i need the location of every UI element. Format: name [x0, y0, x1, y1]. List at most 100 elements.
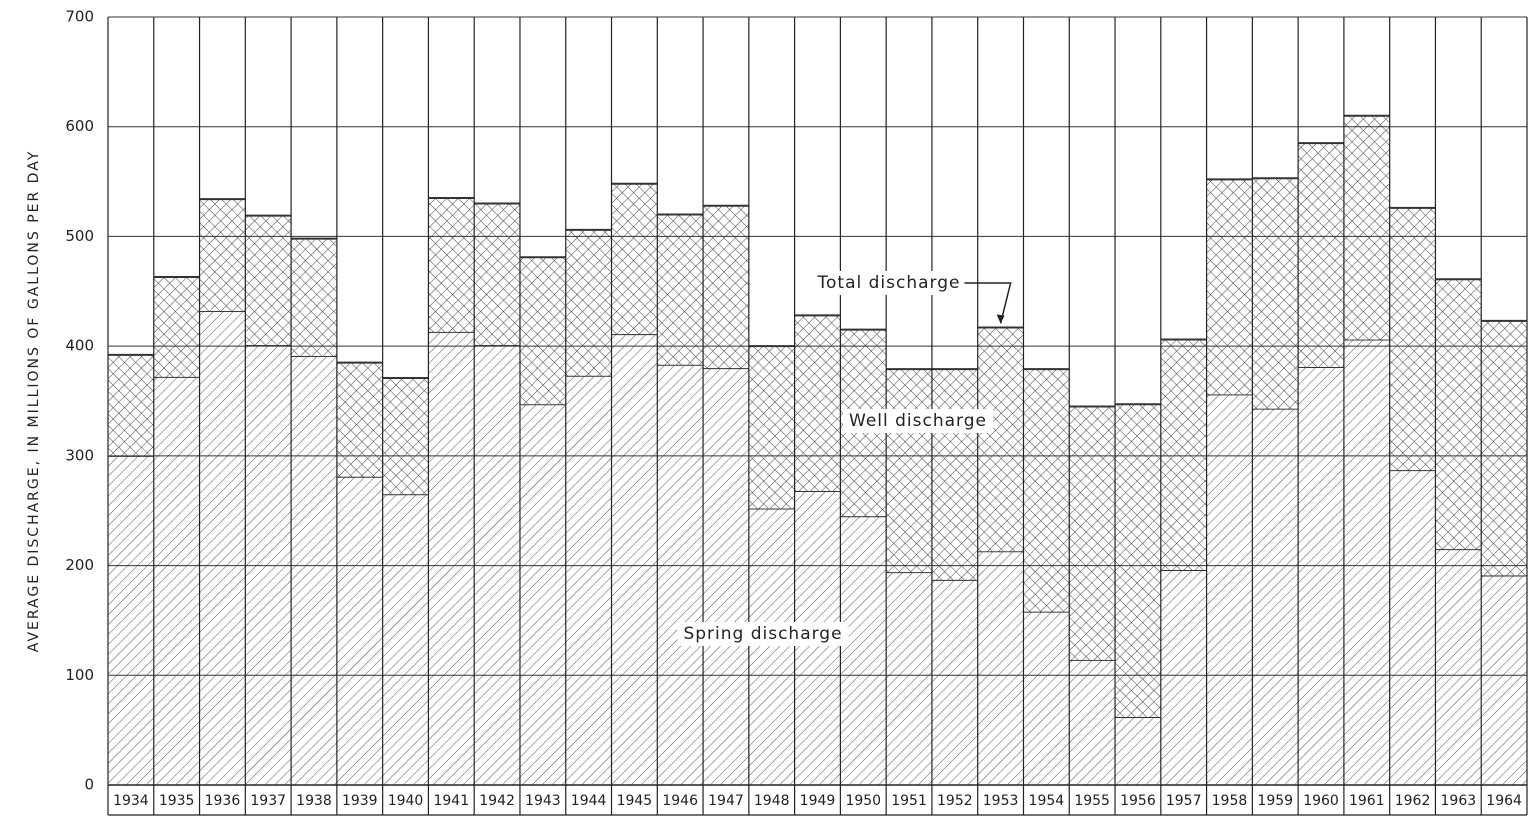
bar-segment — [245, 215, 292, 346]
y-tick-label: 200 — [65, 556, 94, 574]
bar-segment — [199, 311, 246, 785]
bar-segment — [886, 369, 932, 573]
x-tick-label: 1955 — [1074, 793, 1110, 809]
bar-segment — [1069, 406, 1116, 660]
bar-segment — [931, 579, 978, 785]
y-tick-label: 100 — [65, 666, 94, 684]
bar-segment — [245, 345, 292, 785]
x-tick-label: 1939 — [342, 793, 378, 809]
bar-segment — [428, 198, 475, 332]
y-tick-label: 600 — [65, 117, 94, 135]
bar-segment — [1298, 366, 1344, 785]
bar-segment — [519, 257, 566, 405]
x-tick-label: 1954 — [1029, 793, 1065, 809]
bar-segment — [382, 377, 429, 495]
bar-segment — [657, 214, 704, 365]
bar-segment — [153, 277, 200, 377]
bar-segment — [931, 369, 978, 580]
x-tick-label: 1945 — [617, 793, 653, 809]
bar-segment — [1206, 179, 1253, 395]
annotation: Total discharge — [817, 273, 961, 293]
bar-segment — [1481, 575, 1527, 785]
x-tick-label: 1951 — [891, 793, 927, 809]
bar-segment — [748, 346, 795, 509]
bar-segment — [611, 183, 658, 335]
bar-segment — [474, 203, 520, 346]
bar-segment — [108, 354, 154, 456]
bar-segment — [519, 404, 566, 785]
bar-segment — [1435, 279, 1482, 550]
x-tick-label: 1937 — [250, 793, 286, 809]
bar-segment — [657, 364, 704, 785]
x-tick-label: 1943 — [525, 793, 561, 809]
bar-segment — [1298, 143, 1344, 367]
bar-segment — [1023, 369, 1070, 612]
bar-segment — [199, 199, 246, 312]
series-label-bg — [677, 622, 849, 646]
bar-segment — [382, 494, 429, 785]
x-tick-label: 1934 — [113, 793, 149, 809]
x-tick-label: 1957 — [1166, 793, 1202, 809]
bar-segment — [611, 334, 658, 785]
bar-segment — [977, 327, 1024, 552]
bar-segment — [1115, 716, 1161, 785]
bar-segment — [1343, 339, 1390, 785]
x-tick-label: 1941 — [433, 793, 469, 809]
x-tick-label: 1940 — [388, 793, 424, 809]
bar-segment — [428, 331, 475, 785]
bar-segment — [1389, 207, 1436, 471]
bar-segment — [1343, 115, 1390, 340]
bar-segment — [474, 345, 520, 785]
x-tick-label: 1946 — [662, 793, 698, 809]
x-tick-label: 1936 — [205, 793, 241, 809]
y-tick-label: 700 — [65, 8, 94, 26]
arrow-head — [996, 314, 1005, 324]
x-tick-label: 1960 — [1303, 793, 1339, 809]
x-tick-label: 1953 — [983, 793, 1019, 809]
bar-segment — [153, 376, 200, 785]
bar-segment — [565, 229, 612, 376]
bar-segment — [108, 455, 154, 785]
series-label: Well discharge — [849, 411, 987, 431]
x-tick-label: 1952 — [937, 793, 973, 809]
x-tick-label: 1962 — [1395, 793, 1431, 809]
bar-segment — [748, 508, 795, 785]
bar-segment — [1252, 178, 1299, 409]
bar-segment — [794, 315, 841, 491]
x-tick-label: 1961 — [1349, 793, 1385, 809]
y-tick-label: 0 — [84, 776, 94, 794]
x-tick-label: 1935 — [159, 793, 195, 809]
bar-segment — [291, 238, 337, 357]
y-axis-label: AVERAGE DISCHARGE, IN MILLIONS OF GALLON… — [26, 150, 42, 652]
bar-segment — [336, 362, 383, 477]
bars — [108, 114, 1527, 785]
x-tick-label: 1959 — [1257, 793, 1293, 809]
x-tick-label: 1942 — [479, 793, 515, 809]
bar-segment — [1160, 569, 1207, 785]
bar-segment — [1389, 470, 1436, 785]
bar-segment — [977, 551, 1024, 785]
x-tick-label: 1964 — [1486, 793, 1522, 809]
bar-segment — [1252, 408, 1299, 785]
bar-segment — [886, 572, 932, 785]
x-tick-label: 1950 — [845, 793, 881, 809]
y-tick-label: 500 — [65, 227, 94, 245]
bar-segment — [1206, 394, 1253, 785]
y-tick-label: 400 — [65, 337, 94, 355]
x-tick-label: 1944 — [571, 793, 607, 809]
x-tick-label: 1947 — [708, 793, 744, 809]
bar-segment — [1481, 320, 1527, 576]
bar-segment — [1023, 611, 1070, 785]
x-tick-label: 1938 — [296, 793, 332, 809]
series-label: Spring discharge — [683, 624, 842, 644]
bar-segment — [291, 356, 337, 785]
bar-segment — [703, 368, 749, 785]
x-tick-label: 1963 — [1441, 793, 1477, 809]
y-tick-label: 300 — [65, 446, 94, 464]
annotation-arrow — [964, 282, 1012, 324]
x-tick-label: 1956 — [1120, 793, 1156, 809]
bar-segment — [336, 476, 383, 785]
bar-segment — [1069, 659, 1116, 785]
x-tick-label: 1948 — [754, 793, 790, 809]
